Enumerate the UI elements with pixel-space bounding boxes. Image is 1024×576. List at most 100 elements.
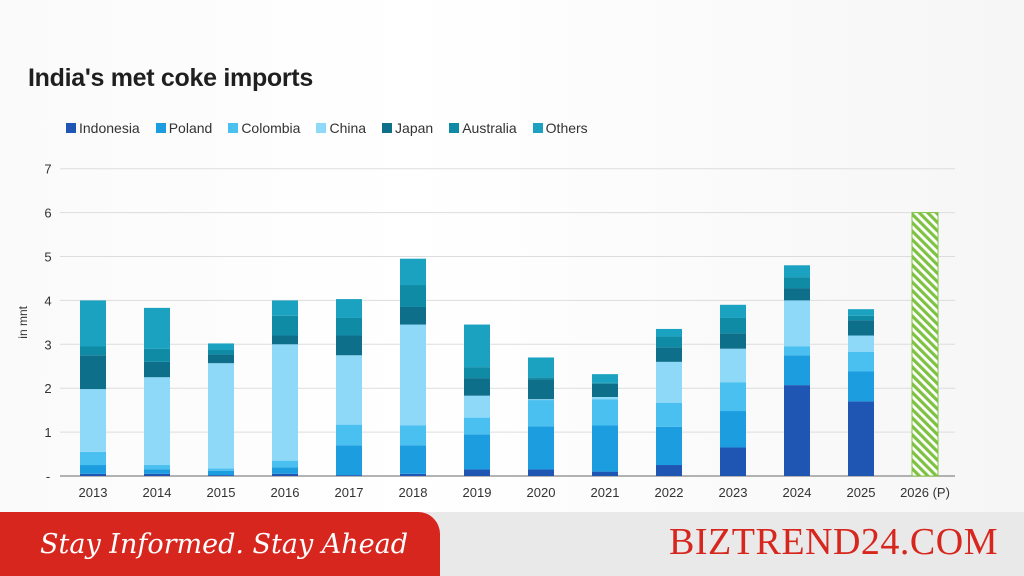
bar-segment-australia-2016[interactable]	[272, 315, 298, 336]
bar-segment-poland-2017[interactable]	[336, 445, 362, 476]
bar-segment-others-2019[interactable]	[464, 324, 490, 368]
bar-segment-china-2017[interactable]	[336, 355, 362, 425]
bar-segment-australia-2022[interactable]	[656, 336, 682, 348]
bar-segment-colombia-2016[interactable]	[272, 460, 298, 468]
bar-segment-indonesia-2017[interactable]	[336, 475, 362, 476]
x-tick-label: 2015	[207, 485, 236, 500]
bar-segment-indonesia-2019[interactable]	[464, 469, 490, 476]
bar-segment-colombia-2019[interactable]	[464, 417, 490, 435]
bar-segment-indonesia-2015[interactable]	[208, 475, 234, 476]
bar-segment-colombia-2023[interactable]	[720, 382, 746, 412]
bar-segment-japan-2024[interactable]	[784, 288, 810, 301]
bar-segment-poland-2022[interactable]	[656, 426, 682, 466]
bar-segment-indonesia-2025[interactable]	[848, 401, 874, 476]
bar-segment-japan-2014[interactable]	[144, 361, 170, 378]
bar-segment-japan-2023[interactable]	[720, 333, 746, 349]
bar-segment-indonesia-2023[interactable]	[720, 447, 746, 476]
bar-segment-japan-2017[interactable]	[336, 335, 362, 356]
bar-segment-china-2023[interactable]	[720, 348, 746, 383]
bar-segment-others-2018[interactable]	[400, 258, 426, 286]
bar-segment-others-2025[interactable]	[848, 309, 874, 316]
bar-projected-2026[interactable]	[911, 212, 939, 477]
bar-segment-china-2024[interactable]	[784, 300, 810, 347]
bar-segment-china-2019[interactable]	[464, 395, 490, 418]
bar-segment-australia-2023[interactable]	[720, 317, 746, 334]
bar-segment-colombia-2017[interactable]	[336, 424, 362, 446]
legend-swatch	[316, 123, 327, 133]
bar-segment-poland-2021[interactable]	[592, 425, 618, 472]
bar-segment-australia-2019[interactable]	[464, 367, 490, 379]
bar-segment-china-2013[interactable]	[80, 389, 106, 452]
bar-segment-australia-2020[interactable]	[528, 377, 554, 380]
bar-segment-colombia-2020[interactable]	[528, 400, 554, 427]
bar-segment-china-2018[interactable]	[400, 324, 426, 426]
bar-segment-poland-2016[interactable]	[272, 467, 298, 474]
legend-label: Japan	[395, 120, 434, 136]
bar-segment-others-2017[interactable]	[336, 299, 362, 318]
bar-segment-australia-2024[interactable]	[784, 277, 810, 289]
bar-segment-indonesia-2018[interactable]	[400, 473, 426, 476]
bar-segment-poland-2024[interactable]	[784, 355, 810, 386]
legend-swatch	[228, 123, 239, 133]
bar-segment-poland-2013[interactable]	[80, 465, 106, 474]
chart-legend: Indonesia Poland Colombia China Japan Austral…	[66, 119, 588, 137]
bar-segment-poland-2025[interactable]	[848, 371, 874, 402]
bar-segment-colombia-2024[interactable]	[784, 346, 810, 356]
bar-segment-australia-2021[interactable]	[592, 382, 618, 384]
tagline-box: Stay Informed. Stay Ahead	[0, 512, 440, 576]
bar-segment-china-2020[interactable]	[528, 399, 554, 401]
bar-segment-colombia-2021[interactable]	[592, 399, 618, 426]
bar-segment-others-2016[interactable]	[272, 300, 298, 316]
bar-segment-others-2014[interactable]	[144, 307, 170, 349]
bar-segment-japan-2021[interactable]	[592, 383, 618, 397]
bar-segment-japan-2018[interactable]	[400, 306, 426, 325]
bar-segment-poland-2019[interactable]	[464, 434, 490, 470]
bar-segment-china-2022[interactable]	[656, 361, 682, 403]
bar-segment-others-2013[interactable]	[80, 300, 106, 347]
brand-logo-text[interactable]: BIZTREND24.COM	[669, 521, 998, 563]
bar-segment-china-2015[interactable]	[208, 363, 234, 469]
bar-segment-others-2023[interactable]	[720, 304, 746, 318]
bar-segment-china-2021[interactable]	[592, 396, 618, 400]
bar-segment-china-2025[interactable]	[848, 335, 874, 352]
bar-segment-poland-2020[interactable]	[528, 426, 554, 470]
bar-segment-colombia-2018[interactable]	[400, 425, 426, 446]
bar-segment-poland-2015[interactable]	[208, 470, 234, 476]
bar-segment-japan-2022[interactable]	[656, 347, 682, 362]
bar-segment-indonesia-2022[interactable]	[656, 465, 682, 476]
bar-segment-japan-2025[interactable]	[848, 320, 874, 336]
bar-segment-poland-2023[interactable]	[720, 411, 746, 448]
bar-segment-others-2024[interactable]	[784, 265, 810, 278]
bar-segment-indonesia-2014[interactable]	[144, 473, 170, 476]
bar-segment-indonesia-2020[interactable]	[528, 469, 554, 476]
bar-segment-indonesia-2024[interactable]	[784, 385, 810, 476]
bar-segment-indonesia-2016[interactable]	[272, 473, 298, 476]
bar-segment-others-2021[interactable]	[592, 374, 618, 383]
bar-segment-others-2022[interactable]	[656, 328, 682, 337]
bar-segment-poland-2018[interactable]	[400, 445, 426, 474]
bar-segment-australia-2017[interactable]	[336, 317, 362, 336]
bar-segment-australia-2025[interactable]	[848, 315, 874, 321]
bar-segment-poland-2014[interactable]	[144, 469, 170, 474]
bar-segment-japan-2016[interactable]	[272, 335, 298, 345]
bar-segment-colombia-2015[interactable]	[208, 468, 234, 471]
bar-segment-indonesia-2021[interactable]	[592, 471, 618, 476]
bar-segment-japan-2019[interactable]	[464, 378, 490, 396]
bar-segment-china-2016[interactable]	[272, 344, 298, 461]
bar-segment-colombia-2022[interactable]	[656, 402, 682, 427]
bar-segment-colombia-2014[interactable]	[144, 465, 170, 470]
bar-segment-australia-2014[interactable]	[144, 348, 170, 362]
bar-segment-japan-2020[interactable]	[528, 379, 554, 400]
bar-segment-australia-2013[interactable]	[80, 346, 106, 356]
bar-segment-indonesia-2013[interactable]	[80, 473, 106, 476]
bar-segment-australia-2018[interactable]	[400, 285, 426, 307]
bar-segment-others-2015[interactable]	[208, 343, 234, 351]
bar-segment-others-2020[interactable]	[528, 357, 554, 378]
y-tick-label: 2	[44, 381, 51, 396]
bar-segment-japan-2015[interactable]	[208, 354, 234, 364]
bar-segment-australia-2015[interactable]	[208, 350, 234, 355]
bar-segment-colombia-2013[interactable]	[80, 451, 106, 466]
bar-segment-china-2014[interactable]	[144, 377, 170, 466]
bar-segment-japan-2013[interactable]	[80, 355, 106, 390]
bar-segment-colombia-2025[interactable]	[848, 351, 874, 372]
